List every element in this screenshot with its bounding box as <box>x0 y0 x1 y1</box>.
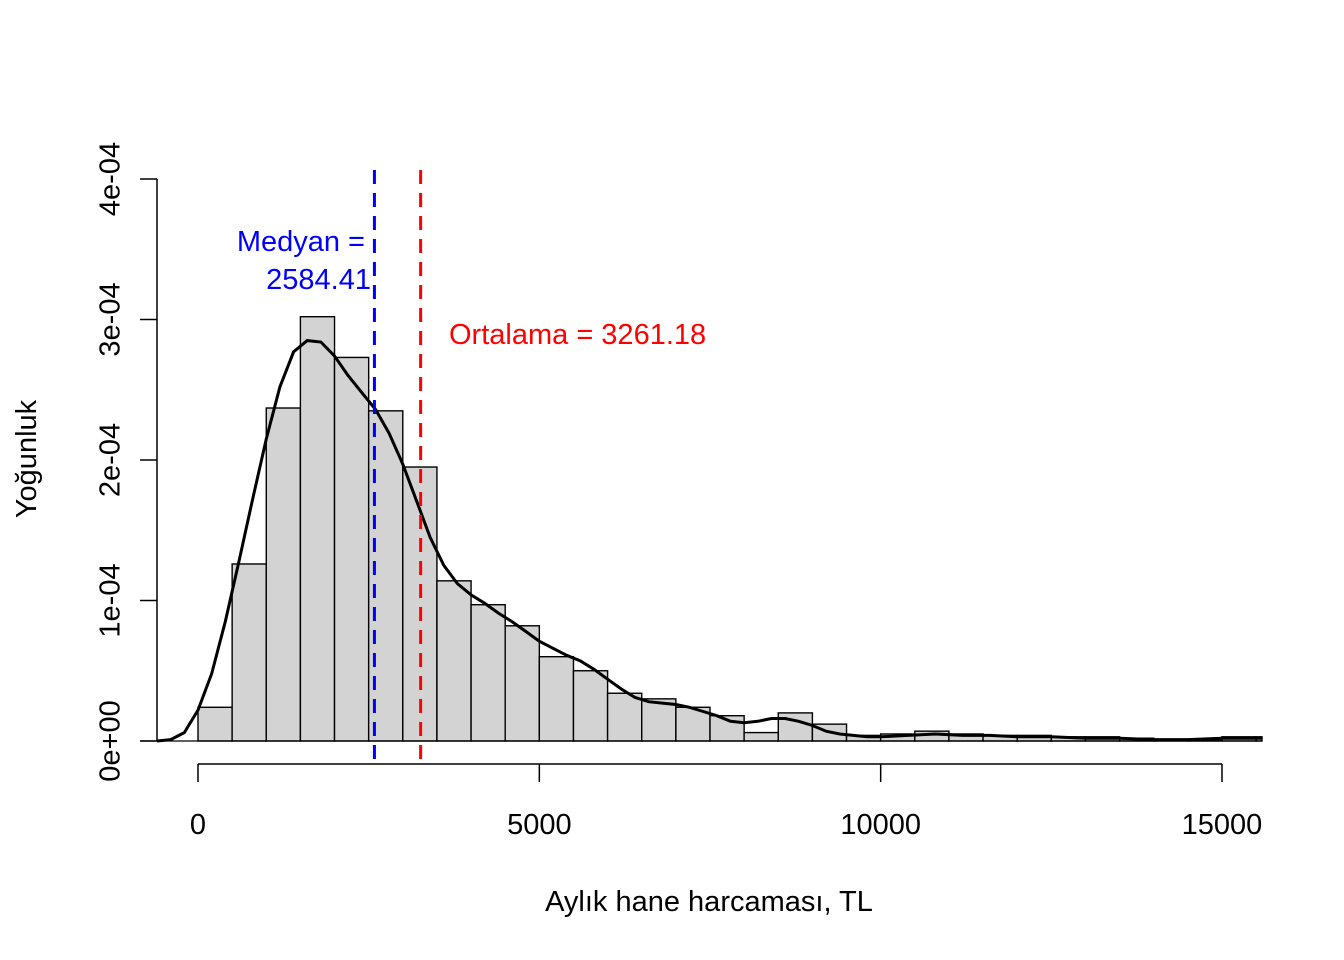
y-tick-label: 1e-04 <box>95 563 127 637</box>
histogram-bar <box>299 315 336 742</box>
histogram-bar <box>367 410 404 742</box>
histogram-bar <box>572 670 609 742</box>
y-axis-label: Yoğunluk <box>11 399 43 518</box>
reference-lines <box>372 170 423 768</box>
median-annotation-line2: 2584.41 <box>266 264 371 296</box>
histogram-bar <box>606 692 643 742</box>
x-tick-label: 10000 <box>840 809 921 841</box>
x-tick-label: 15000 <box>1182 809 1263 841</box>
histogram-bar <box>470 604 506 742</box>
histogram-bar <box>333 356 370 742</box>
histogram-bars <box>140 315 1263 742</box>
y-axis: 0e+00 1e-04 2e-04 3e-04 4e-04 <box>95 142 158 782</box>
y-tick-label: 0e+00 <box>95 700 127 781</box>
histogram-bar <box>197 706 233 742</box>
density-curve <box>156 339 1262 743</box>
x-axis: 0 5000 10000 15000 <box>190 763 1263 841</box>
y-tick-label: 4e-04 <box>95 142 127 216</box>
histogram-bar <box>436 580 472 742</box>
histogram-bar <box>265 407 302 742</box>
histogram-bar <box>231 563 267 742</box>
histogram-bar <box>538 656 575 742</box>
histogram-bar <box>504 625 541 742</box>
mean-annotation: Ortalama = 3261.18 <box>449 319 706 351</box>
y-tick-label: 2e-04 <box>95 423 127 497</box>
median-annotation-line1: Medyan = <box>237 226 365 258</box>
y-tick-label: 3e-04 <box>95 282 127 356</box>
x-axis-label: Aylık hane harcaması, TL <box>545 886 873 918</box>
histogram-bar <box>709 715 745 742</box>
histogram-bar <box>743 731 779 742</box>
x-tick-label: 5000 <box>507 809 572 841</box>
x-tick-label: 0 <box>190 809 206 841</box>
